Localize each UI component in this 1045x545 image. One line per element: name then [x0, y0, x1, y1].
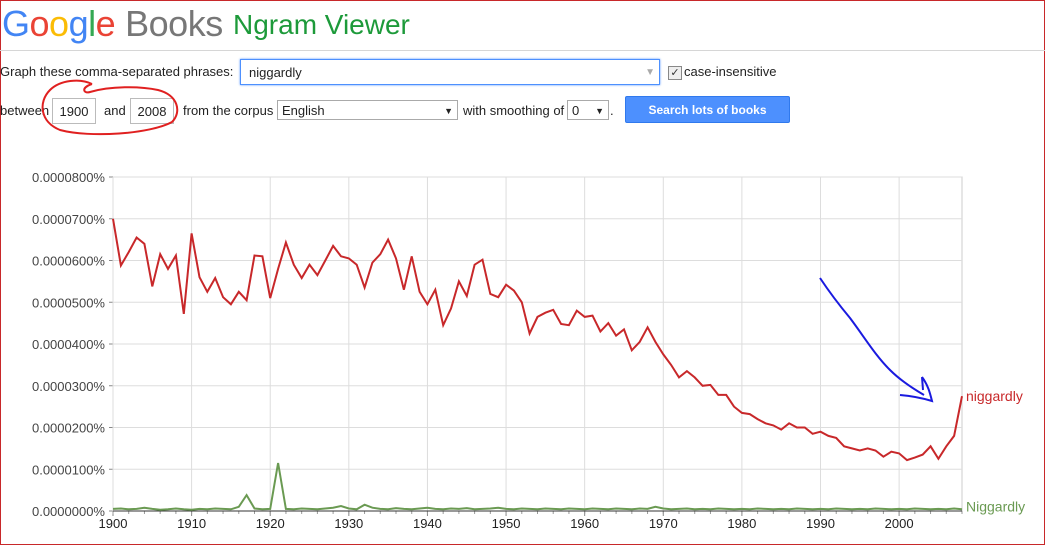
x-tick-label: 1980 — [727, 516, 756, 531]
x-tick-label: 1900 — [99, 516, 128, 531]
smoothing-label: with smoothing of — [463, 103, 565, 118]
case-insensitive-checkbox[interactable]: ✓ — [668, 66, 682, 80]
x-tick-label: 2000 — [885, 516, 914, 531]
y-tick-label: 0.0000400% — [32, 337, 105, 352]
y-tick-label: 0.0000200% — [32, 421, 105, 436]
chevron-down-icon: ▼ — [444, 106, 453, 116]
y-tick-label: 0.0000100% — [32, 462, 105, 477]
phrases-input[interactable]: niggardly ▼ — [240, 59, 660, 85]
search-button[interactable]: Search lots of books — [625, 96, 790, 123]
between-label: between — [0, 103, 50, 118]
end-year-input[interactable]: 2008 — [130, 98, 174, 124]
series-label-niggardly: niggardly — [966, 388, 1023, 404]
x-tick-label: 1920 — [256, 516, 285, 531]
smoothing-period: . — [610, 103, 614, 118]
chart-series: niggardly Niggardly — [112, 218, 1025, 514]
blue-arrowhead-annotation — [899, 376, 934, 403]
corpus-select[interactable]: English ▼ — [277, 100, 458, 120]
x-tick-label: 1990 — [806, 516, 835, 531]
smoothing-select[interactable]: 0 ▼ — [567, 100, 609, 120]
x-tick-label: 1930 — [334, 516, 363, 531]
page-header: Google Books Ngram Viewer — [0, 0, 1045, 51]
google-books-logo[interactable]: Google Books — [2, 3, 223, 44]
logo-books-word: Books — [125, 3, 223, 44]
x-tick-label: 1970 — [649, 516, 678, 531]
chevron-down-icon[interactable]: ▼ — [645, 67, 655, 78]
smoothing-select-value: 0 — [572, 103, 580, 118]
chart-grid — [109, 176, 963, 516]
and-label: and — [104, 103, 126, 118]
series-label-Niggardly: Niggardly — [966, 498, 1025, 514]
chevron-down-icon: ▼ — [595, 106, 604, 116]
blue-arrow-annotation — [819, 277, 925, 396]
y-tick-label: 0.0000800% — [32, 170, 105, 185]
x-axis-ticks: 1900 1910 1920 1930 1940 1950 1960 1970 1980 1990… — [99, 516, 914, 531]
series-line-niggardly — [112, 218, 963, 462]
red-circle-annotation — [41, 79, 179, 136]
y-tick-label: 0.0000600% — [32, 254, 105, 269]
case-insensitive-label: case-insensitive — [684, 64, 777, 79]
y-tick-label: 0.0000500% — [32, 295, 105, 310]
x-tick-label: 1910 — [177, 516, 206, 531]
y-tick-label: 0.0000300% — [32, 379, 105, 394]
start-year-input[interactable]: 1900 — [52, 98, 96, 124]
series-line-Niggardly — [112, 462, 963, 511]
phrases-label: Graph these comma-separated phrases: — [0, 64, 234, 79]
corpus-select-value: English — [282, 103, 325, 118]
y-tick-label: 0.0000700% — [32, 212, 105, 227]
x-tick-label: 1950 — [492, 516, 521, 531]
x-tick-label: 1960 — [570, 516, 599, 531]
y-axis-ticks: 0.0000000% 0.0000100% 0.0000200% 0.0000300%… — [32, 170, 105, 519]
corpus-label: from the corpus — [183, 103, 274, 118]
phrases-input-value: niggardly — [249, 65, 302, 80]
app-name: Ngram Viewer — [233, 9, 410, 40]
x-tick-label: 1940 — [413, 516, 442, 531]
y-tick-label: 0.0000000% — [32, 504, 105, 519]
